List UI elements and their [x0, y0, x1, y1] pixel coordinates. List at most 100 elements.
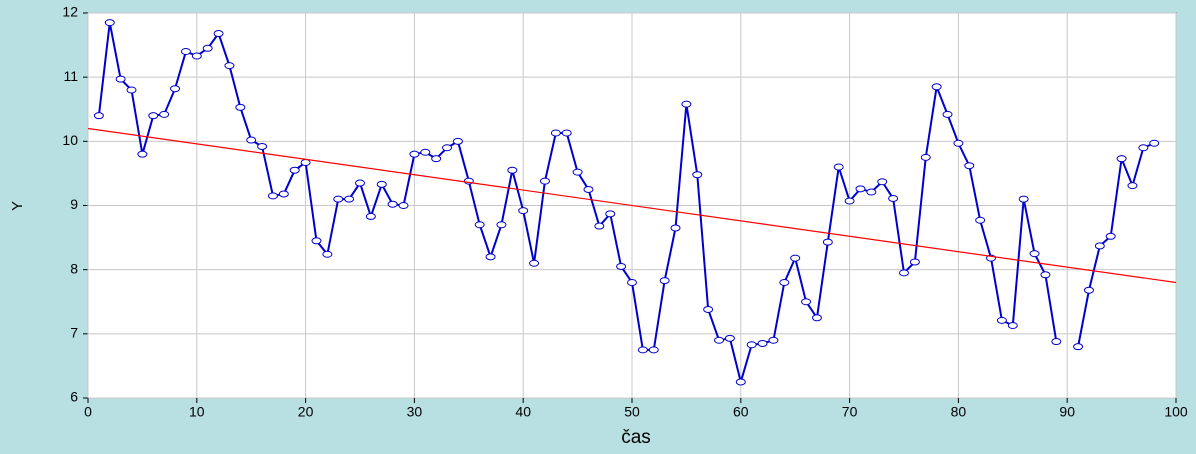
point	[257, 142, 268, 150]
point	[877, 178, 888, 186]
point	[561, 129, 572, 137]
x-tick-label: 100	[1164, 404, 1188, 420]
x-axis-label: čas	[621, 427, 651, 448]
x-tick-label: 30	[407, 404, 423, 420]
point	[920, 153, 931, 161]
point	[692, 171, 703, 179]
point	[365, 212, 376, 220]
point	[180, 48, 191, 55]
point	[659, 277, 670, 285]
y-axis-label: Y	[9, 201, 26, 211]
point	[855, 185, 866, 193]
point	[202, 44, 213, 52]
point	[670, 224, 681, 232]
x-tick-label: 50	[624, 404, 640, 420]
point	[267, 192, 278, 200]
point	[344, 195, 355, 203]
point	[975, 216, 986, 224]
point	[822, 238, 833, 246]
point	[496, 221, 507, 229]
point	[420, 148, 431, 156]
point	[964, 162, 975, 170]
y-tick-label: 10	[62, 132, 78, 148]
point	[627, 279, 637, 286]
point	[616, 262, 627, 270]
y-tick-label: 6	[70, 389, 78, 405]
point	[572, 168, 583, 176]
point	[1127, 182, 1138, 190]
x-tick-label: 20	[298, 404, 314, 420]
point	[833, 163, 844, 171]
point	[300, 159, 311, 167]
point	[724, 334, 735, 342]
y-tick-label: 8	[70, 260, 78, 276]
point	[529, 259, 540, 267]
series-line	[87, 127, 1177, 284]
x-tick-label: 80	[951, 404, 967, 420]
point	[115, 75, 126, 83]
point	[768, 336, 779, 344]
point	[703, 305, 714, 313]
point	[811, 314, 822, 322]
point	[888, 194, 899, 202]
y-tick-label: 7	[70, 325, 78, 341]
point	[953, 139, 964, 147]
point	[1073, 343, 1084, 351]
point	[442, 144, 453, 152]
point	[452, 137, 463, 145]
point	[289, 166, 300, 174]
point	[1138, 144, 1149, 152]
point	[409, 150, 420, 158]
point	[1083, 286, 1094, 294]
x-tick-label: 0	[84, 404, 92, 420]
point	[170, 85, 181, 93]
x-tick-label: 70	[842, 404, 858, 420]
point	[1029, 250, 1040, 258]
point	[942, 110, 953, 118]
point	[899, 269, 909, 277]
point	[278, 190, 289, 198]
point	[746, 341, 757, 349]
point	[387, 200, 398, 208]
point	[594, 222, 605, 230]
point	[735, 378, 746, 386]
x-tick-label: 40	[515, 404, 531, 420]
point	[246, 136, 257, 144]
point	[104, 19, 115, 27]
point	[213, 30, 224, 38]
point	[1149, 139, 1160, 147]
point	[844, 197, 855, 205]
point	[93, 112, 104, 120]
point	[431, 155, 442, 163]
point	[1116, 155, 1127, 163]
point	[507, 166, 518, 174]
point	[333, 195, 344, 203]
point	[1018, 195, 1029, 203]
point	[790, 254, 801, 262]
point	[996, 316, 1007, 324]
point	[583, 185, 594, 193]
point	[322, 250, 333, 258]
point	[1094, 242, 1105, 250]
point	[355, 179, 365, 187]
point	[126, 86, 137, 94]
point	[235, 103, 246, 111]
point	[159, 110, 170, 118]
point	[550, 129, 561, 137]
point	[518, 207, 529, 215]
x-tick-label: 60	[733, 404, 749, 420]
point	[137, 150, 148, 158]
y-tick-label: 11	[63, 68, 78, 84]
point	[648, 346, 659, 354]
point	[714, 336, 725, 344]
point	[757, 339, 768, 347]
y-tick-label: 12	[62, 4, 78, 20]
point	[485, 253, 496, 261]
point	[909, 258, 920, 266]
point	[1051, 338, 1062, 346]
point	[801, 298, 812, 306]
point	[1105, 232, 1116, 240]
x-tick-label: 10	[189, 404, 205, 420]
point	[148, 112, 159, 120]
